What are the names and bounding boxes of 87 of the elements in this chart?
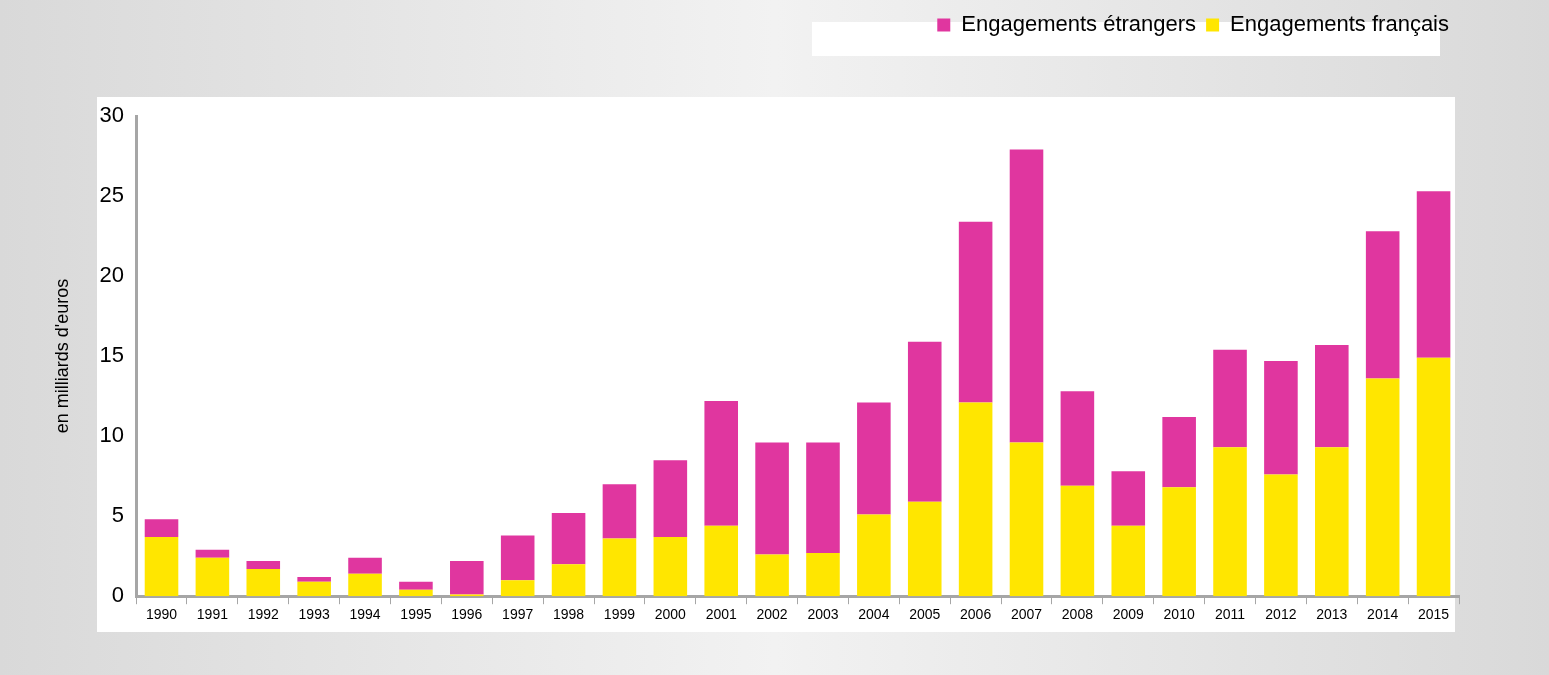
x-tick-label: 2002 xyxy=(756,606,788,623)
bar xyxy=(500,580,535,597)
x-tick-label: 2003 xyxy=(807,606,839,623)
bar xyxy=(551,564,586,597)
bar xyxy=(195,549,230,558)
bar xyxy=(907,341,942,502)
x-tick-label: 2011 xyxy=(1214,606,1246,623)
bar xyxy=(1060,391,1095,486)
bar xyxy=(246,560,281,569)
y-tick-label: 10 xyxy=(99,422,125,448)
y-tick-label: 5 xyxy=(111,502,125,528)
bar xyxy=(500,535,535,581)
x-tick-label: 1999 xyxy=(603,606,636,623)
bar xyxy=(704,525,738,597)
bar xyxy=(602,484,637,539)
bar xyxy=(1009,149,1044,443)
x-tick-label: 2004 xyxy=(858,606,890,623)
bar xyxy=(1264,360,1298,475)
x-tick-label: 2013 xyxy=(1316,606,1348,623)
y-tick-label: 20 xyxy=(99,262,125,288)
bar xyxy=(602,538,637,597)
x-tick-label: 2007 xyxy=(1010,606,1043,623)
x-tick-label: 1993 xyxy=(298,606,330,623)
bar xyxy=(1365,231,1400,379)
bar xyxy=(1365,378,1400,597)
x-tick-label: 2008 xyxy=(1061,606,1094,623)
bar xyxy=(399,581,433,590)
bar xyxy=(1111,471,1146,526)
x-tick-label: 1998 xyxy=(552,606,585,623)
x-tick-label: 1995 xyxy=(400,606,432,623)
bar xyxy=(450,560,484,595)
bar xyxy=(1264,474,1298,597)
bar xyxy=(1416,357,1451,597)
legend-label: Engagements français xyxy=(1230,11,1449,37)
bar xyxy=(348,573,382,597)
bar xyxy=(958,402,993,597)
bar xyxy=(297,576,331,582)
bar xyxy=(857,402,891,515)
bar xyxy=(1060,485,1095,597)
bar xyxy=(1315,447,1349,597)
bar xyxy=(806,552,840,597)
x-tick-label: 2012 xyxy=(1265,606,1297,623)
bar xyxy=(1162,416,1196,488)
bar xyxy=(1213,447,1247,597)
x-tick-label: 1991 xyxy=(196,606,229,623)
bar xyxy=(653,536,688,597)
bar xyxy=(195,557,230,597)
x-tick-label: 1996 xyxy=(451,606,483,623)
x-tick-label: 2006 xyxy=(960,606,992,623)
bar xyxy=(755,554,789,597)
bar xyxy=(907,501,942,597)
bar xyxy=(857,514,891,597)
bar xyxy=(1162,487,1196,597)
x-tick-label: 1997 xyxy=(502,606,534,623)
y-tick-label: 25 xyxy=(99,182,125,208)
legend-label: Engagements étrangers xyxy=(961,11,1197,37)
bar xyxy=(348,557,382,574)
bar xyxy=(144,519,179,537)
x-tick-label: 2000 xyxy=(654,606,687,623)
bar xyxy=(551,512,586,565)
x-tick-label: 2015 xyxy=(1417,606,1450,623)
bar xyxy=(704,400,738,526)
bar xyxy=(653,460,688,537)
x-tick-label: 2001 xyxy=(705,606,737,623)
bar xyxy=(144,536,179,597)
x-tick-label: 2010 xyxy=(1163,606,1195,623)
bar xyxy=(806,442,840,553)
x-tick-label: 1990 xyxy=(145,606,178,623)
bar xyxy=(958,221,993,403)
bar xyxy=(399,589,433,597)
x-tick-label: 1994 xyxy=(349,606,381,623)
y-tick-label: 30 xyxy=(99,102,125,128)
bar xyxy=(1111,525,1146,597)
y-axis-title: en milliards d'euros xyxy=(51,278,72,434)
x-tick-label: 2014 xyxy=(1367,606,1399,623)
x-tick-label: 2005 xyxy=(909,606,941,623)
bar xyxy=(1009,442,1044,597)
y-tick-label: 0 xyxy=(111,582,125,608)
bar xyxy=(755,442,789,555)
y-tick-label: 15 xyxy=(99,342,125,368)
bar xyxy=(1213,349,1247,448)
bar xyxy=(246,568,281,597)
x-tick-label: 2009 xyxy=(1112,606,1145,623)
bar xyxy=(1416,191,1451,358)
x-tick-label: 1992 xyxy=(247,606,280,623)
bar xyxy=(1315,344,1349,448)
bar xyxy=(297,581,331,597)
